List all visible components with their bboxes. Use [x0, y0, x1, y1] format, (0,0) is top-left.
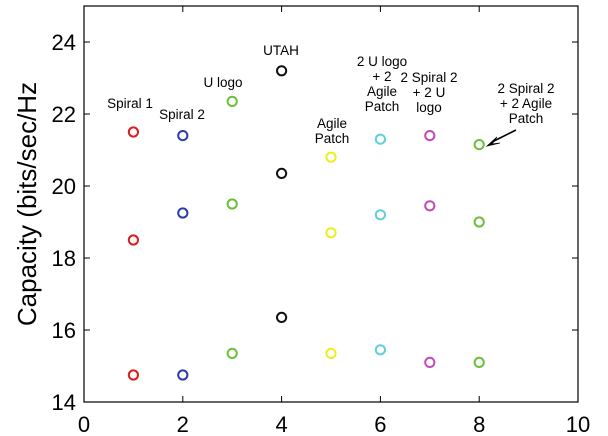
annotation-label: U logo	[203, 75, 242, 90]
data-points	[127, 65, 485, 381]
x-tick-label: 10	[566, 412, 590, 436]
data-point	[127, 369, 139, 381]
data-point	[325, 227, 337, 239]
y-tick-label: 16	[52, 318, 76, 343]
annotation-line: Patch	[315, 131, 350, 146]
annotation-line: 2 Spiral 2	[400, 70, 457, 85]
annotation-line: Agile	[317, 116, 347, 131]
x-tick-label: 4	[275, 412, 287, 436]
data-point	[276, 167, 288, 179]
data-point	[276, 311, 288, 323]
annotation-label: UTAH	[263, 43, 299, 58]
annotation-line: logo	[416, 100, 442, 115]
annotation-line: + 2 Agile	[500, 96, 552, 111]
data-point	[127, 126, 139, 138]
x-tick-label: 0	[78, 412, 90, 436]
annotation-line: 2 Spiral 2	[497, 81, 554, 96]
annotation-line: + 2	[372, 69, 391, 84]
data-point	[226, 347, 238, 359]
annotation-line: Spiral 2	[159, 107, 205, 122]
data-point	[325, 347, 337, 359]
data-point	[473, 216, 485, 228]
annotation-line: 2 U logo	[357, 54, 407, 69]
data-point	[127, 234, 139, 246]
y-tick-labels: 14 16 18 20 22 24	[52, 30, 76, 415]
y-tick-label: 22	[52, 102, 76, 127]
annotation-line: UTAH	[263, 43, 299, 58]
y-axis-title: Capacity (bits/sec/Hz	[12, 82, 42, 326]
annotation-label: Spiral 1	[107, 96, 153, 111]
annotation-line: Agile	[367, 84, 397, 99]
y-tick-label: 14	[52, 390, 76, 415]
annotation-arrow	[491, 129, 517, 143]
data-point	[374, 133, 386, 145]
axis-ticks	[83, 6, 579, 403]
annotation-line: Patch	[365, 99, 400, 114]
data-point	[226, 95, 238, 108]
data-point	[177, 207, 189, 219]
data-point	[374, 344, 386, 356]
data-point	[473, 139, 485, 151]
data-point	[325, 151, 337, 163]
data-point	[473, 356, 485, 368]
data-point	[226, 198, 238, 210]
annotation-line: U logo	[203, 75, 242, 90]
x-tick-labels: 0 2 4 6 8 10	[78, 412, 590, 436]
x-tick-label: 6	[374, 412, 386, 436]
y-tick-label: 20	[52, 174, 76, 199]
data-point	[374, 209, 386, 221]
annotation-line: Spiral 1	[107, 96, 153, 111]
data-point	[177, 130, 189, 142]
annotation-line: + 2 U	[413, 85, 446, 100]
y-tick-label: 24	[52, 30, 76, 55]
data-point	[424, 356, 436, 368]
annotation-label: Spiral 2	[159, 107, 205, 122]
data-point	[177, 369, 189, 381]
x-tick-label: 8	[473, 412, 485, 436]
annotation-arrow-head	[485, 136, 501, 147]
data-point	[424, 200, 436, 212]
annotation-line: Patch	[509, 111, 544, 126]
plot-frame	[83, 5, 579, 403]
data-point	[424, 130, 436, 142]
x-tick-label: 2	[177, 412, 189, 436]
y-tick-label: 18	[52, 246, 76, 271]
data-point	[276, 65, 288, 77]
